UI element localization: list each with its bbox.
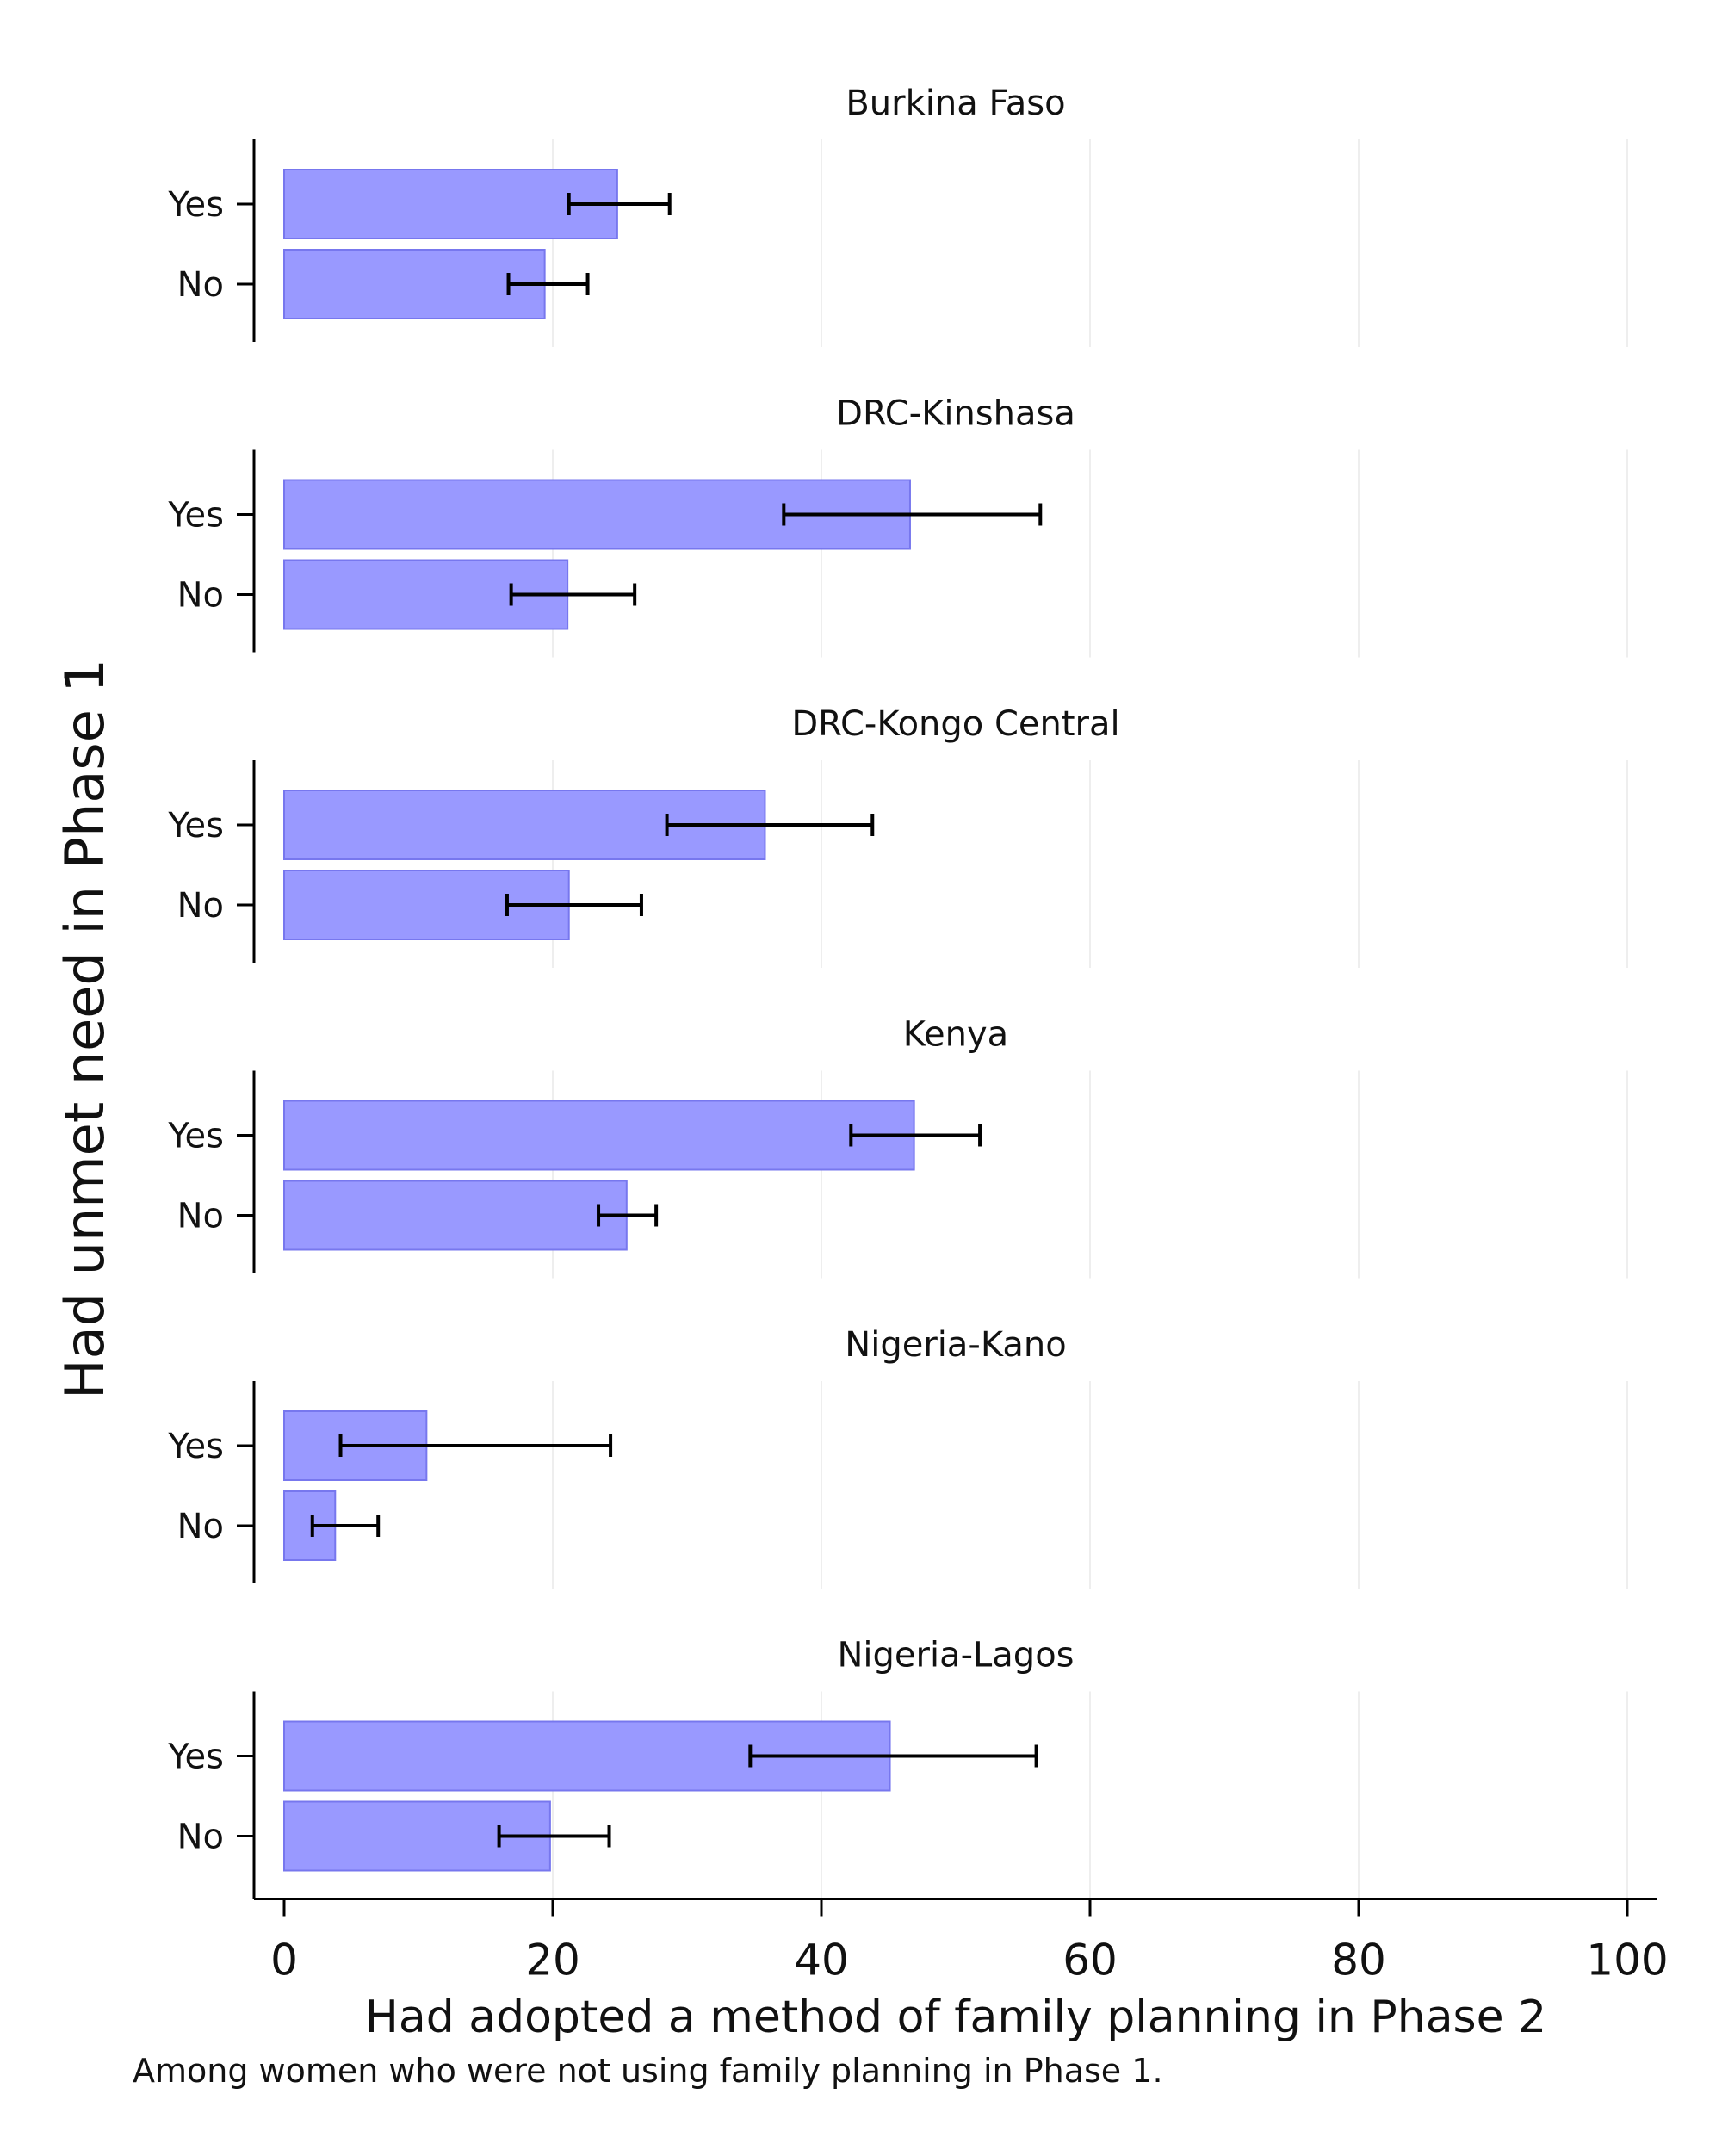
category-label: No (177, 886, 224, 926)
gridlines (552, 139, 1628, 1899)
bar (283, 169, 618, 239)
category-label: No (177, 1507, 224, 1546)
x-tick-label: 20 (525, 1936, 580, 1986)
category-label: No (177, 576, 224, 616)
bar (283, 249, 546, 319)
x-tick-label: 100 (1586, 1936, 1668, 1986)
y-axis-title: Had unmet need in Phase 1 (53, 659, 116, 1399)
x-tick-label: 80 (1331, 1936, 1386, 1986)
bar (283, 1100, 915, 1171)
category-label: Yes (167, 1117, 224, 1156)
panel-title: Burkina Faso (846, 84, 1065, 123)
panel-title: Nigeria-Kano (845, 1325, 1066, 1365)
x-tick-label: 60 (1062, 1936, 1118, 1986)
category-label: Yes (167, 185, 224, 225)
bar (283, 1180, 628, 1251)
category-label: Yes (167, 496, 224, 536)
category-label: No (177, 265, 224, 305)
chart-note: Among women who were not using family pl… (133, 2052, 1163, 2090)
panel-title: Kenya (903, 1015, 1008, 1055)
panel-drc-kinshasa: DRC-Kinshasa Yes No (167, 394, 1075, 653)
category-label: Yes (167, 1738, 224, 1777)
chart-panels: Burkina FasoYesNoDRC-KinshasaYesNoDRC-Ko… (167, 84, 1120, 1899)
panel-title: DRC-Kinshasa (836, 394, 1075, 434)
x-tick-label: 0 (270, 1936, 298, 1986)
panel-title: Nigeria-Lagos (837, 1636, 1074, 1676)
panel-nigeria-lagos: Nigeria-Lagos Yes No (167, 1636, 1075, 1899)
category-label: No (177, 1818, 224, 1857)
category-label: No (177, 1197, 224, 1236)
panel-drc-kongo-central: DRC-Kongo Central Yes No (167, 704, 1120, 963)
panel-kenya: Kenya Yes No (167, 1015, 1008, 1273)
panel-title: DRC-Kongo Central (791, 704, 1119, 744)
category-label: Yes (167, 806, 224, 846)
x-axis: 0 20 40 60 80 100 (254, 1898, 1669, 1986)
category-label: Yes (167, 1427, 224, 1466)
panel-burkina-faso: Burkina Faso Yes No (167, 84, 1066, 342)
x-tick-label: 40 (794, 1936, 849, 1986)
x-axis-title: Had adopted a method of family planning … (365, 1992, 1547, 2043)
panel-nigeria-kano: Nigeria-Kano Yes No (167, 1325, 1067, 1583)
